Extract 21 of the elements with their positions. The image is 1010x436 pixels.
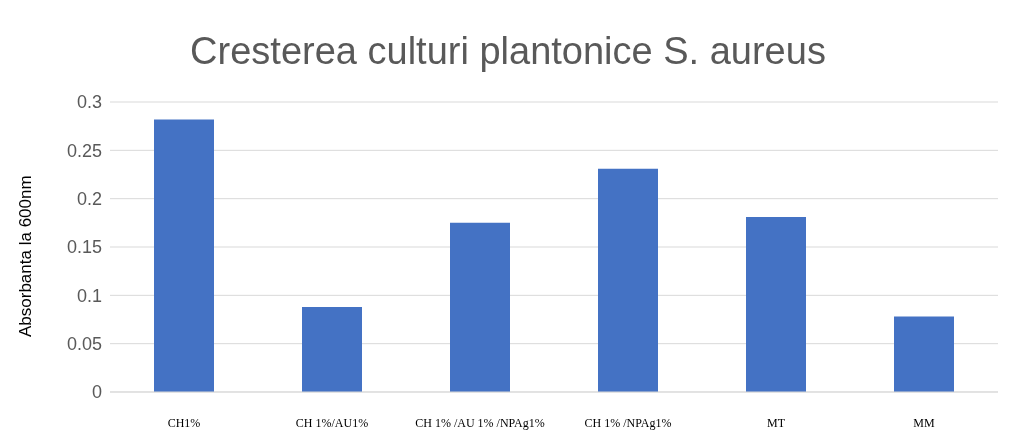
bar — [746, 217, 806, 392]
y-tick-label: 0.2 — [76, 189, 102, 210]
y-axis-title: Absorbanta la 600nm — [16, 175, 36, 337]
x-tick-label: CH1% — [167, 415, 201, 430]
x-tick-label: CH 1% /NPAg1% — [584, 415, 672, 430]
y-tick-label: 0.15 — [66, 237, 102, 258]
chart-title: Cresterea culturi plantonice S. aureus — [189, 30, 827, 73]
y-tick-label: 0.3 — [76, 92, 102, 113]
x-tick-label: MM — [913, 415, 935, 430]
x-tick-label: CH 1% /AU 1% /NPAg1% — [415, 415, 545, 430]
y-tick-label: 0.05 — [66, 334, 102, 355]
bar — [154, 119, 214, 392]
y-tick-label: 0.25 — [66, 140, 102, 161]
bar — [302, 306, 362, 392]
y-tick-label: 0.1 — [76, 285, 102, 306]
x-tick-label: CH 1%/AU1% — [295, 415, 369, 430]
bar — [450, 222, 510, 392]
bar — [894, 316, 954, 392]
y-tick-label: 0 — [91, 382, 102, 403]
x-tick-label: MT — [767, 415, 786, 430]
bar — [598, 168, 658, 392]
